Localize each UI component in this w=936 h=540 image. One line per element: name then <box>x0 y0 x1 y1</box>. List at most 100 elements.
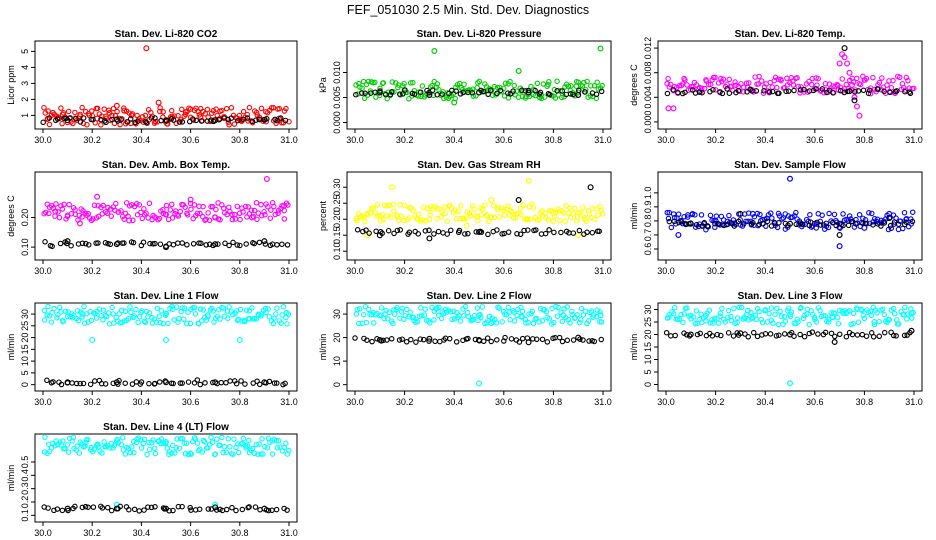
data-point <box>193 117 199 124</box>
x-tick-label: 30.2 <box>707 135 725 145</box>
data-point <box>551 319 557 326</box>
data-point <box>167 207 174 213</box>
data-point <box>488 197 495 204</box>
data-point <box>845 222 852 229</box>
data-point <box>526 311 532 317</box>
data-point <box>190 241 197 247</box>
data-point <box>876 79 883 86</box>
data-point <box>399 336 405 342</box>
data-point <box>220 449 226 456</box>
data-point <box>54 116 61 122</box>
data-point <box>240 435 247 442</box>
data-point <box>246 315 253 322</box>
data-point <box>758 316 764 323</box>
data-point <box>179 435 186 442</box>
x-tick-label: 31.0 <box>280 528 298 538</box>
data-point <box>841 45 848 52</box>
series-2 <box>352 334 605 346</box>
data-point <box>109 304 115 311</box>
data-point <box>175 213 182 219</box>
data-point <box>465 230 471 237</box>
data-point <box>108 507 115 514</box>
data-point <box>572 205 578 212</box>
data-point <box>825 319 832 325</box>
data-point <box>536 216 542 223</box>
data-point <box>878 223 884 229</box>
data-point <box>246 104 253 111</box>
data-point <box>722 319 728 325</box>
data-point <box>480 338 487 345</box>
data-point <box>148 115 155 121</box>
data-point <box>870 334 877 340</box>
data-point <box>185 379 192 385</box>
x-tick-label: 30.2 <box>707 266 725 276</box>
data-point <box>44 312 50 318</box>
data-point <box>532 87 538 94</box>
panel-title: Stan. Dev. Line 3 Flow <box>738 291 843 302</box>
y-tick-label: 0.004 <box>643 86 653 109</box>
data-point <box>140 239 147 245</box>
data-point <box>665 105 672 112</box>
data-point <box>523 320 529 326</box>
data-point <box>42 209 49 216</box>
data-point <box>163 505 170 512</box>
data-point <box>547 91 553 98</box>
data-point <box>362 218 368 225</box>
data-point <box>236 336 243 343</box>
y-axis-label: degrees C <box>6 195 16 237</box>
data-point <box>476 336 483 343</box>
data-point <box>712 217 719 224</box>
data-point <box>152 380 158 387</box>
data-point <box>40 119 46 126</box>
data-point <box>587 184 594 191</box>
data-point <box>214 436 220 442</box>
data-point <box>163 202 170 209</box>
data-point <box>755 81 762 87</box>
data-point <box>157 108 163 115</box>
data-point <box>73 380 80 387</box>
data-point <box>901 332 908 339</box>
data-point <box>567 91 574 97</box>
data-point <box>88 317 95 324</box>
data-point <box>881 88 887 95</box>
data-point <box>469 86 476 92</box>
data-point <box>589 205 595 211</box>
data-point <box>174 436 180 442</box>
data-point <box>131 449 137 456</box>
data-point <box>150 241 156 247</box>
data-point <box>173 445 179 451</box>
data-point <box>194 377 201 383</box>
data-point <box>895 226 902 233</box>
data-point <box>205 210 211 216</box>
data-point <box>141 318 148 325</box>
x-tick-label: 30.0 <box>34 528 52 538</box>
data-point <box>254 378 260 384</box>
data-point <box>508 336 515 342</box>
data-point <box>374 201 381 208</box>
data-point <box>79 311 86 318</box>
data-point <box>580 204 586 211</box>
data-point <box>515 210 521 217</box>
x-tick-label: 30.4 <box>756 266 774 276</box>
data-point <box>530 320 537 327</box>
data-point <box>715 320 722 326</box>
data-point <box>737 210 744 217</box>
data-point <box>888 329 894 336</box>
data-point <box>846 88 853 95</box>
data-point <box>908 327 915 334</box>
data-point <box>485 218 492 225</box>
data-point <box>282 380 288 387</box>
x-tick-label: 30.8 <box>545 135 563 145</box>
data-point <box>868 312 875 319</box>
plot-frame <box>34 40 298 130</box>
y-tick-label: 0.6 <box>643 243 653 256</box>
data-point <box>452 207 458 213</box>
data-point <box>384 337 390 343</box>
data-point <box>732 79 738 85</box>
data-point <box>874 310 880 316</box>
y-tick-label: 5 <box>643 369 653 374</box>
data-point <box>175 112 181 119</box>
data-point <box>401 80 407 87</box>
data-point <box>233 380 240 387</box>
data-point <box>268 105 275 111</box>
